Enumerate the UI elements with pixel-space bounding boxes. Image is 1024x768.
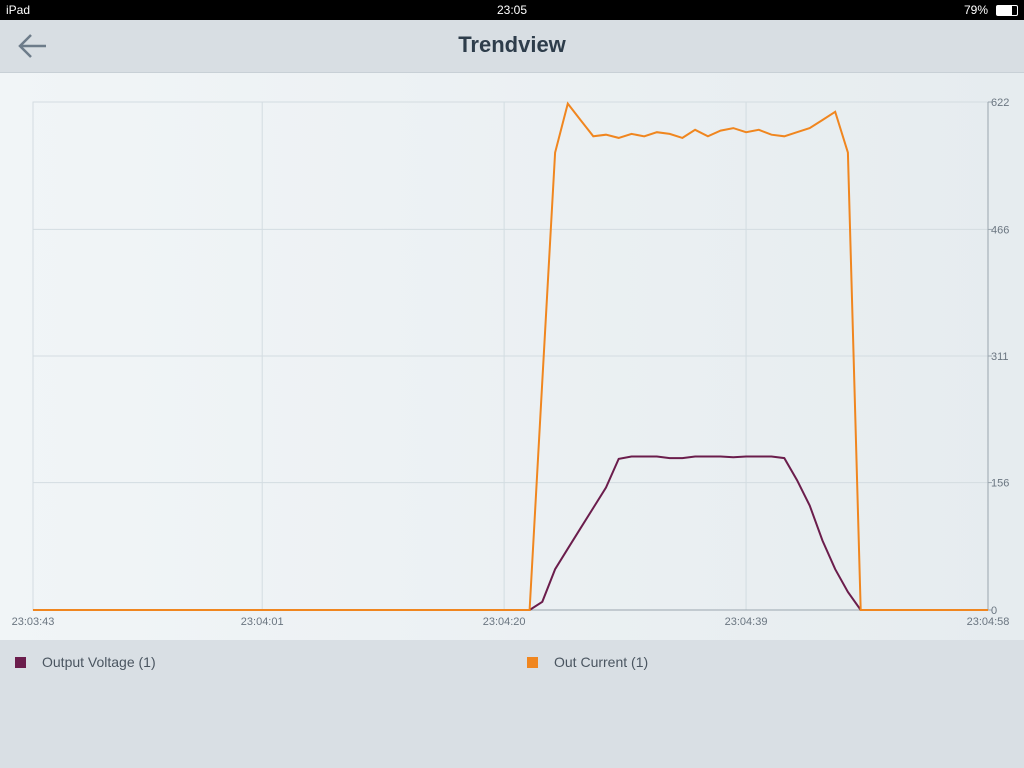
status-bar: iPad 23:05 79%: [0, 0, 1024, 20]
chart: 0 156 311 466 622 23:03:43 23:04:01 23:04:20 23:…: [12, 97, 1010, 628]
legend-label: Output Voltage (1): [42, 654, 156, 670]
legend-swatch: [527, 657, 538, 668]
device-name: iPad: [6, 3, 31, 17]
back-button[interactable]: [16, 32, 48, 60]
series-line: [33, 455, 988, 611]
legend-swatch: [15, 657, 26, 668]
y-tick-label: 156: [991, 478, 1009, 490]
nav-bar: Trendview: [0, 20, 1024, 73]
series-line: [33, 101, 988, 611]
clock: 23:05: [496, 3, 528, 17]
battery-icon: [996, 5, 1018, 16]
y-tick-label: 0: [991, 605, 997, 617]
legend-entry[interactable]: Output Voltage (1): [15, 654, 156, 670]
legend: Output Voltage (1) Out Current (1): [0, 645, 1024, 768]
x-tick-label: 23:04:01: [241, 616, 284, 628]
page-title: Trendview: [458, 32, 566, 57]
x-tick-label: 23:03:43: [12, 616, 55, 628]
x-tick-label: 23:04:58: [967, 616, 1010, 628]
legend-label: Out Current (1): [554, 654, 649, 670]
y-tick-label: 622: [991, 97, 1009, 109]
y-tick-label: 311: [991, 351, 1009, 363]
legend-entry[interactable]: Out Current (1): [527, 654, 648, 670]
x-tick-label: 23:04:39: [725, 616, 768, 628]
x-tick-label: 23:04:20: [483, 616, 526, 628]
battery-percent: 79%: [964, 3, 989, 17]
y-tick-label: 466: [991, 224, 1009, 236]
chart-area: 0 156 311 466 622 23:03:43 23:04:01 23:04:20 23:…: [0, 73, 1024, 640]
